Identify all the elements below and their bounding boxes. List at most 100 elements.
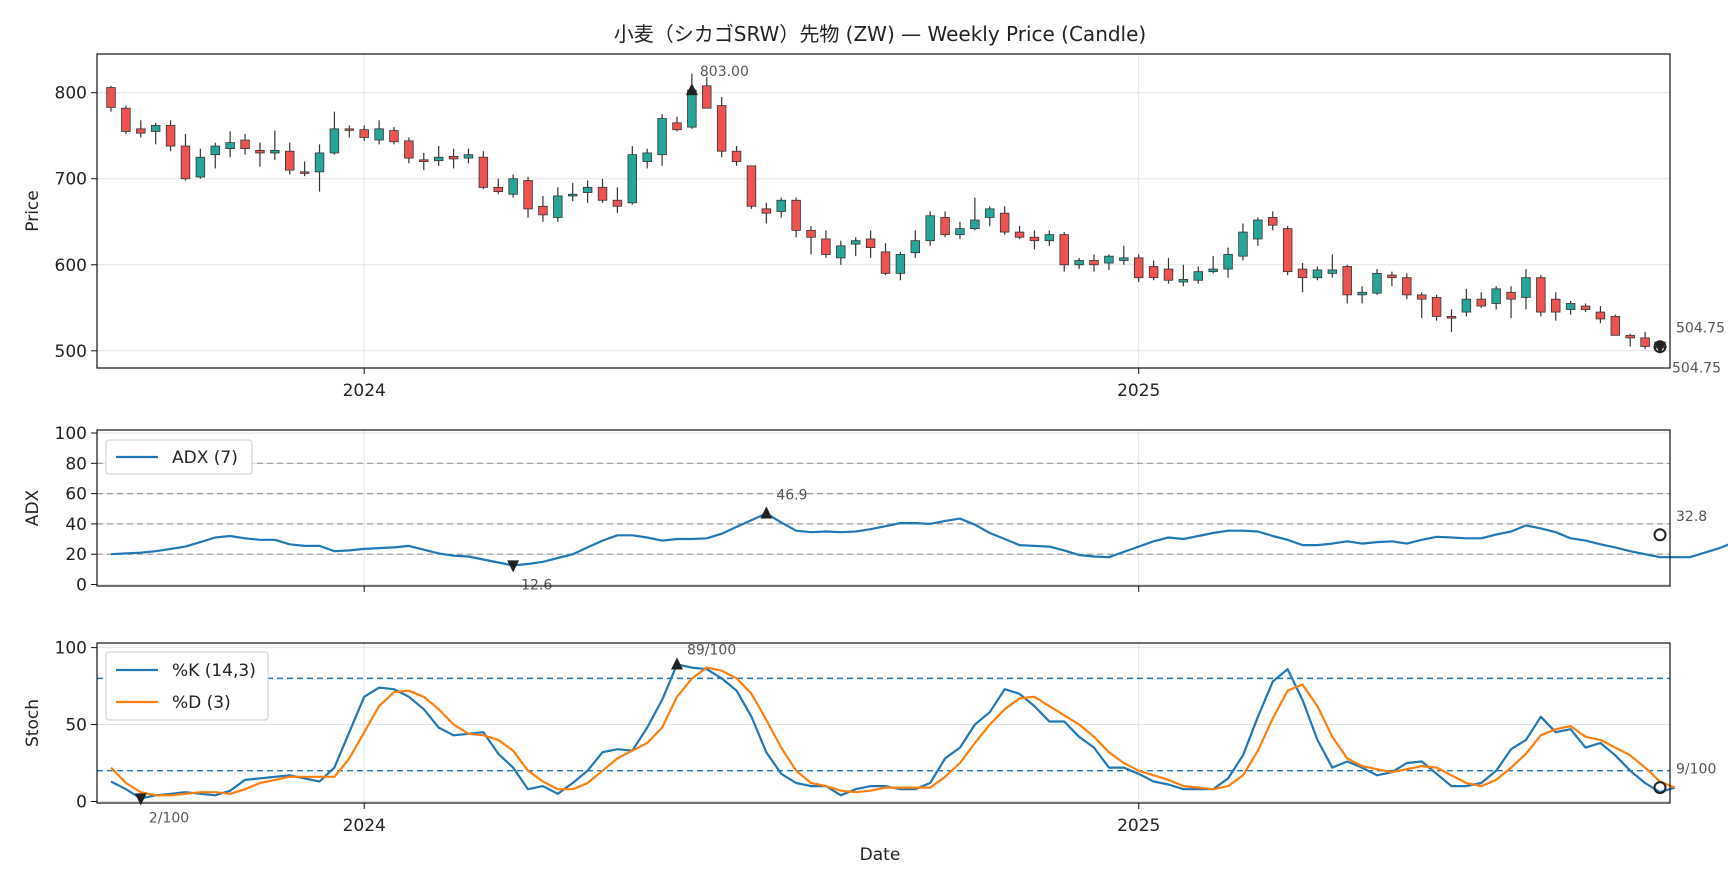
legend-label-d: %D (3) (172, 693, 231, 713)
candle-body (1580, 305, 1591, 310)
candle-body (1104, 255, 1114, 264)
candle-body (657, 118, 667, 156)
candle-body (389, 130, 399, 143)
candle-body (716, 105, 727, 152)
y-axis-label: ADX (23, 489, 43, 526)
candle-body (210, 145, 220, 156)
candle-body (1029, 236, 1040, 242)
candle-body (731, 150, 742, 162)
y-tick-label: 20 (65, 545, 87, 565)
stoch-min-marker (134, 793, 147, 806)
candle-body (1238, 231, 1248, 257)
legend-label-k: %K (14,3) (172, 661, 256, 681)
stoch-min-label: 2/100 (149, 810, 189, 826)
y-tick-label: 800 (55, 84, 87, 104)
y-tick-label: 80 (65, 454, 87, 474)
candle-body (538, 205, 548, 216)
candle-body (255, 149, 265, 154)
x-tick-label: 2025 (1117, 816, 1160, 836)
candle-body (1208, 268, 1218, 273)
candle-body (1387, 274, 1397, 279)
y-tick-label: 0 (76, 792, 87, 812)
candle-body (1402, 277, 1412, 296)
stoch-max-label: 89/100 (687, 643, 736, 659)
candle-body (299, 171, 310, 174)
panel-frame (96, 53, 1671, 369)
candle-body (1014, 231, 1025, 238)
candle-body (821, 238, 831, 255)
candle-body (627, 154, 638, 204)
y-tick-label: 40 (65, 515, 87, 535)
candle-body (1536, 277, 1546, 313)
x-axis-label: Date (860, 845, 901, 865)
candle-body (1342, 266, 1352, 296)
candle-body (791, 199, 801, 231)
candle-body (523, 180, 533, 210)
candle-body (612, 199, 623, 207)
candle-body (121, 107, 131, 132)
candle-body (568, 193, 578, 197)
candle-body (463, 154, 474, 159)
price-max-marker (685, 83, 698, 96)
candle-body (1610, 315, 1621, 336)
candle-body (985, 208, 995, 218)
adx-min-marker (507, 560, 520, 573)
candle-body (1119, 257, 1129, 261)
candle-body (702, 85, 712, 109)
candle-body (359, 129, 369, 138)
candle-body (999, 212, 1010, 233)
candle-body (1431, 297, 1442, 317)
candle-body (1089, 260, 1099, 266)
legend-label-adx: ADX (7) (172, 448, 238, 468)
candle-body (106, 87, 116, 108)
candle-body (136, 128, 146, 134)
x-tick-label: 2024 (343, 381, 386, 401)
candle-body (940, 217, 950, 236)
candle-body (865, 238, 876, 248)
candle-body (285, 150, 295, 171)
candle-body (582, 186, 593, 193)
candle-body (746, 165, 757, 207)
y-tick-label: 600 (55, 256, 87, 276)
candle-body (806, 229, 816, 238)
candle-body (1521, 277, 1531, 298)
candle-body (850, 240, 861, 245)
price-last-label: 504.75 (1676, 321, 1725, 337)
y-tick-label: 60 (65, 485, 87, 505)
candle-body (761, 208, 772, 214)
price-last-ring (1653, 340, 1667, 354)
candle-body (404, 140, 414, 159)
candle-body (1148, 266, 1159, 279)
candle-body (1416, 294, 1427, 300)
candle-body (836, 245, 846, 259)
candle-body (344, 128, 355, 131)
adx-last-label: 32.8 (1676, 509, 1707, 525)
candle-body (508, 178, 518, 195)
candle-body (642, 152, 652, 162)
y-tick-label: 100 (55, 639, 87, 659)
candle-body (925, 215, 935, 242)
candle-body (1044, 234, 1055, 242)
candle-body (910, 240, 921, 254)
candle-body (448, 155, 459, 160)
adx-legend: ADX (7) (105, 439, 253, 475)
candle-body (1282, 228, 1293, 273)
candle-body (1372, 272, 1382, 294)
price-last-marker (1654, 341, 1666, 354)
candle-body (1312, 269, 1323, 279)
candle-body (1506, 291, 1516, 300)
candle-body (1640, 337, 1650, 347)
candle-body (433, 156, 444, 162)
price-panel: 500 600 700 800 Price 803.00 504.75 504.75 2024 2… (23, 53, 1725, 401)
candle-body (672, 122, 682, 131)
candle-body (1446, 315, 1457, 319)
candle-body (180, 145, 191, 180)
legend-box (105, 439, 253, 475)
candle-body (1357, 291, 1367, 296)
candle-body (1491, 288, 1501, 304)
stoch-d-line (110, 666, 1676, 797)
candle-body (195, 156, 206, 178)
candle-body (1223, 254, 1233, 270)
candle-body (1297, 268, 1308, 279)
candle-body (1133, 257, 1144, 279)
